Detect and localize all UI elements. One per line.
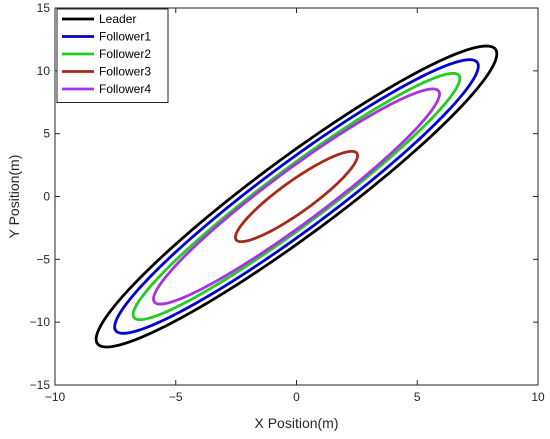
legend: Leader Follower1 Follower2 Follower3 Followe… [56,8,169,103]
series-line-follower4 [152,87,441,306]
series-layer [94,44,499,349]
series-line-follower1 [113,58,480,335]
legend-label: Follower4 [99,82,151,96]
series-line-leader [94,44,499,349]
y-tick-label: −15 [30,378,51,392]
y-tick-label: 5 [43,127,50,141]
legend-label: Follower3 [99,65,151,79]
y-tick-label: 0 [43,190,50,204]
x-tick-label: 0 [293,390,300,404]
x-axis-label: X Position(m) [254,415,338,431]
y-tick-label: 15 [37,1,51,15]
x-tick-label: −10 [45,390,66,404]
x-tick-label: 5 [414,390,421,404]
legend-box [56,8,169,103]
series-line-follower2 [131,71,462,322]
y-axis-label: Y Position(m) [6,155,22,239]
legend-label: Follower2 [99,47,151,61]
y-tick-label: 10 [37,64,51,78]
legend-label: Follower1 [99,30,151,44]
series-line-follower3 [234,149,359,244]
x-tick-label: −5 [169,390,183,404]
y-tick-label: −5 [36,252,50,266]
x-tick-label: 10 [531,390,545,404]
legend-label: Leader [99,12,136,26]
y-tick-label: −10 [30,315,51,329]
